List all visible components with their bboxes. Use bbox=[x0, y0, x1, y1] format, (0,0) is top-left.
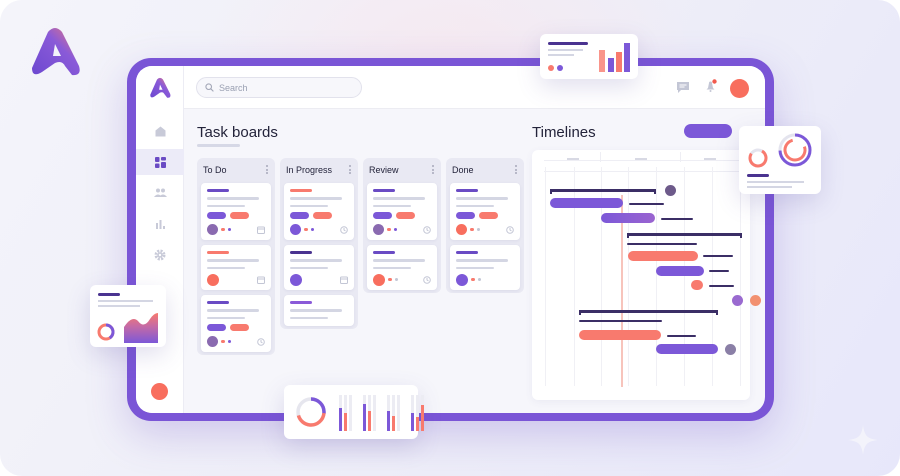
search-placeholder: Search bbox=[219, 82, 248, 93]
more-options-icon[interactable] bbox=[432, 165, 435, 174]
dashboard-grid-icon bbox=[154, 156, 166, 168]
board-column-review: Review bbox=[363, 158, 441, 293]
task-card[interactable] bbox=[201, 245, 271, 290]
task-card[interactable] bbox=[450, 183, 520, 240]
floating-stats-widget bbox=[284, 385, 424, 439]
sidebar-item-home[interactable] bbox=[136, 118, 184, 144]
sparkle-icon bbox=[848, 425, 878, 455]
notification-badge bbox=[712, 79, 717, 84]
app-window: Search Task boards Timelines To Do In Pr… bbox=[136, 66, 765, 413]
sidebar bbox=[136, 66, 184, 413]
gantt-timeline bbox=[532, 150, 761, 400]
floating-area-chart-widget bbox=[90, 285, 166, 347]
message-icon[interactable] bbox=[677, 82, 689, 93]
more-options-icon[interactable] bbox=[349, 165, 352, 174]
users-icon bbox=[153, 188, 167, 197]
board-column-done: Done bbox=[446, 158, 524, 293]
task-card[interactable] bbox=[201, 295, 271, 352]
column-title: Review bbox=[369, 164, 399, 175]
search-icon bbox=[205, 83, 214, 92]
home-icon bbox=[155, 126, 165, 136]
avatar bbox=[665, 185, 676, 196]
column-title: In Progress bbox=[286, 164, 333, 175]
timelines-action-button[interactable] bbox=[684, 124, 732, 138]
board-column-todo: To Do bbox=[197, 158, 275, 355]
sidebar-item-boards[interactable] bbox=[136, 149, 184, 175]
more-options-icon[interactable] bbox=[266, 165, 269, 174]
app-logo-icon[interactable] bbox=[148, 77, 172, 99]
search-input[interactable]: Search bbox=[196, 77, 362, 98]
profile-avatar[interactable] bbox=[730, 79, 749, 98]
task-card[interactable] bbox=[367, 183, 437, 240]
more-options-icon[interactable] bbox=[515, 165, 518, 174]
calendar-icon bbox=[257, 276, 265, 284]
bell-icon[interactable] bbox=[704, 79, 718, 93]
gear-icon bbox=[154, 249, 166, 261]
task-card[interactable] bbox=[284, 183, 354, 240]
clock-icon bbox=[423, 225, 431, 234]
avatar bbox=[725, 344, 736, 355]
task-card[interactable] bbox=[284, 245, 354, 290]
clock-icon bbox=[340, 225, 348, 234]
top-bar: Search bbox=[184, 66, 765, 109]
sidebar-item-reports[interactable] bbox=[136, 211, 184, 237]
brand-logo-icon bbox=[32, 28, 80, 76]
calendar-icon bbox=[257, 226, 265, 234]
task-card[interactable] bbox=[284, 295, 354, 326]
floating-donut-widget bbox=[739, 126, 821, 194]
column-title: To Do bbox=[203, 164, 227, 175]
clock-icon bbox=[423, 275, 431, 284]
task-boards-title: Task boards bbox=[197, 124, 278, 141]
avatar bbox=[750, 295, 761, 306]
floating-bar-chart-widget bbox=[540, 34, 638, 79]
calendar-icon bbox=[340, 276, 348, 284]
board-column-in-progress: In Progress bbox=[280, 158, 358, 329]
task-card[interactable] bbox=[201, 183, 271, 240]
column-title: Done bbox=[452, 164, 474, 175]
clock-icon bbox=[257, 337, 265, 346]
bar-chart-icon bbox=[155, 219, 165, 229]
task-card[interactable] bbox=[450, 245, 520, 290]
timelines-title: Timelines bbox=[532, 124, 596, 141]
avatar bbox=[207, 224, 218, 235]
user-avatar[interactable] bbox=[151, 383, 168, 400]
sidebar-item-team[interactable] bbox=[136, 180, 184, 206]
task-card[interactable] bbox=[367, 245, 437, 290]
sidebar-item-settings[interactable] bbox=[136, 242, 184, 268]
clock-icon bbox=[506, 225, 514, 234]
